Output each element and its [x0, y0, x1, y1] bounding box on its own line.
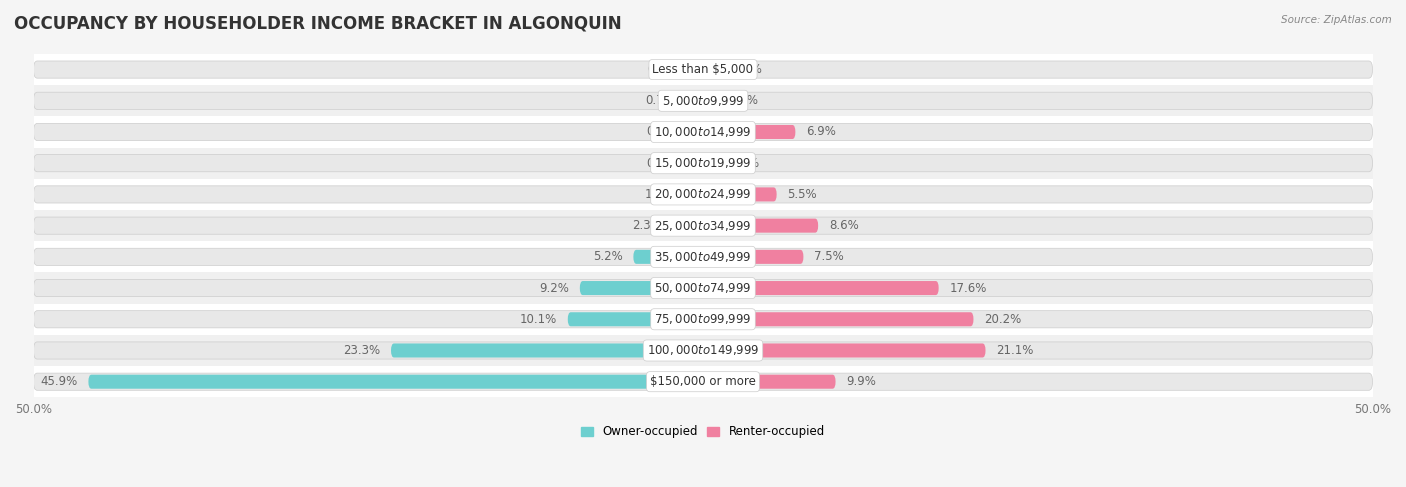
Text: 20.2%: 20.2% [984, 313, 1021, 326]
Text: 1.4%: 1.4% [733, 63, 762, 76]
FancyBboxPatch shape [703, 281, 939, 295]
Text: $150,000 or more: $150,000 or more [650, 375, 756, 388]
Text: $20,000 to $24,999: $20,000 to $24,999 [654, 187, 752, 202]
Text: $10,000 to $14,999: $10,000 to $14,999 [654, 125, 752, 139]
Text: 6.9%: 6.9% [806, 126, 837, 138]
Text: 5.2%: 5.2% [593, 250, 623, 263]
FancyBboxPatch shape [34, 123, 1372, 141]
FancyBboxPatch shape [34, 311, 1372, 328]
Text: OCCUPANCY BY HOUSEHOLDER INCOME BRACKET IN ALGONQUIN: OCCUPANCY BY HOUSEHOLDER INCOME BRACKET … [14, 15, 621, 33]
FancyBboxPatch shape [34, 272, 1372, 304]
FancyBboxPatch shape [34, 116, 1372, 148]
FancyBboxPatch shape [34, 373, 1372, 390]
FancyBboxPatch shape [703, 62, 721, 76]
Text: 5.5%: 5.5% [787, 188, 817, 201]
FancyBboxPatch shape [34, 61, 1372, 78]
Text: $50,000 to $74,999: $50,000 to $74,999 [654, 281, 752, 295]
FancyBboxPatch shape [703, 156, 711, 170]
Text: 1.3%: 1.3% [645, 188, 675, 201]
FancyBboxPatch shape [34, 366, 1372, 397]
FancyBboxPatch shape [693, 125, 703, 139]
FancyBboxPatch shape [34, 335, 1372, 366]
Text: 23.3%: 23.3% [343, 344, 380, 357]
FancyBboxPatch shape [34, 92, 1372, 110]
FancyBboxPatch shape [34, 210, 1372, 241]
FancyBboxPatch shape [703, 312, 973, 326]
Text: $25,000 to $34,999: $25,000 to $34,999 [654, 219, 752, 233]
FancyBboxPatch shape [703, 94, 711, 108]
FancyBboxPatch shape [34, 217, 1372, 234]
Text: Less than $5,000: Less than $5,000 [652, 63, 754, 76]
Text: 9.2%: 9.2% [540, 281, 569, 295]
FancyBboxPatch shape [693, 94, 703, 108]
FancyBboxPatch shape [633, 250, 703, 264]
FancyBboxPatch shape [34, 148, 1372, 179]
Text: 9.9%: 9.9% [846, 375, 876, 388]
FancyBboxPatch shape [34, 179, 1372, 210]
Text: $15,000 to $19,999: $15,000 to $19,999 [654, 156, 752, 170]
FancyBboxPatch shape [34, 241, 1372, 272]
Text: 0.68%: 0.68% [647, 157, 683, 169]
FancyBboxPatch shape [703, 250, 803, 264]
Text: 21.1%: 21.1% [997, 344, 1033, 357]
FancyBboxPatch shape [568, 312, 703, 326]
Text: 0.75%: 0.75% [645, 94, 682, 107]
Text: 0.57%: 0.57% [648, 63, 685, 76]
FancyBboxPatch shape [703, 375, 835, 389]
Text: 0.58%: 0.58% [721, 94, 758, 107]
FancyBboxPatch shape [672, 219, 703, 233]
Text: 10.1%: 10.1% [520, 313, 557, 326]
Text: $5,000 to $9,999: $5,000 to $9,999 [662, 94, 744, 108]
FancyBboxPatch shape [34, 342, 1372, 359]
FancyBboxPatch shape [703, 219, 818, 233]
FancyBboxPatch shape [579, 281, 703, 295]
Text: 45.9%: 45.9% [41, 375, 77, 388]
FancyBboxPatch shape [34, 154, 1372, 172]
FancyBboxPatch shape [391, 343, 703, 357]
FancyBboxPatch shape [34, 85, 1372, 116]
FancyBboxPatch shape [703, 187, 776, 202]
Text: 7.5%: 7.5% [814, 250, 844, 263]
Text: $75,000 to $99,999: $75,000 to $99,999 [654, 312, 752, 326]
FancyBboxPatch shape [34, 54, 1372, 85]
FancyBboxPatch shape [89, 375, 703, 389]
FancyBboxPatch shape [686, 187, 703, 202]
FancyBboxPatch shape [696, 62, 703, 76]
FancyBboxPatch shape [34, 280, 1372, 297]
FancyBboxPatch shape [34, 304, 1372, 335]
FancyBboxPatch shape [34, 248, 1372, 265]
Text: Source: ZipAtlas.com: Source: ZipAtlas.com [1281, 15, 1392, 25]
Text: 17.6%: 17.6% [949, 281, 987, 295]
FancyBboxPatch shape [703, 125, 796, 139]
Text: $35,000 to $49,999: $35,000 to $49,999 [654, 250, 752, 264]
Text: $100,000 to $149,999: $100,000 to $149,999 [647, 343, 759, 357]
FancyBboxPatch shape [34, 186, 1372, 203]
Text: 0.69%: 0.69% [645, 126, 683, 138]
Text: 0.65%: 0.65% [723, 157, 759, 169]
Text: 8.6%: 8.6% [830, 219, 859, 232]
FancyBboxPatch shape [695, 156, 703, 170]
Text: 2.3%: 2.3% [631, 219, 661, 232]
FancyBboxPatch shape [703, 343, 986, 357]
Legend: Owner-occupied, Renter-occupied: Owner-occupied, Renter-occupied [576, 420, 830, 443]
